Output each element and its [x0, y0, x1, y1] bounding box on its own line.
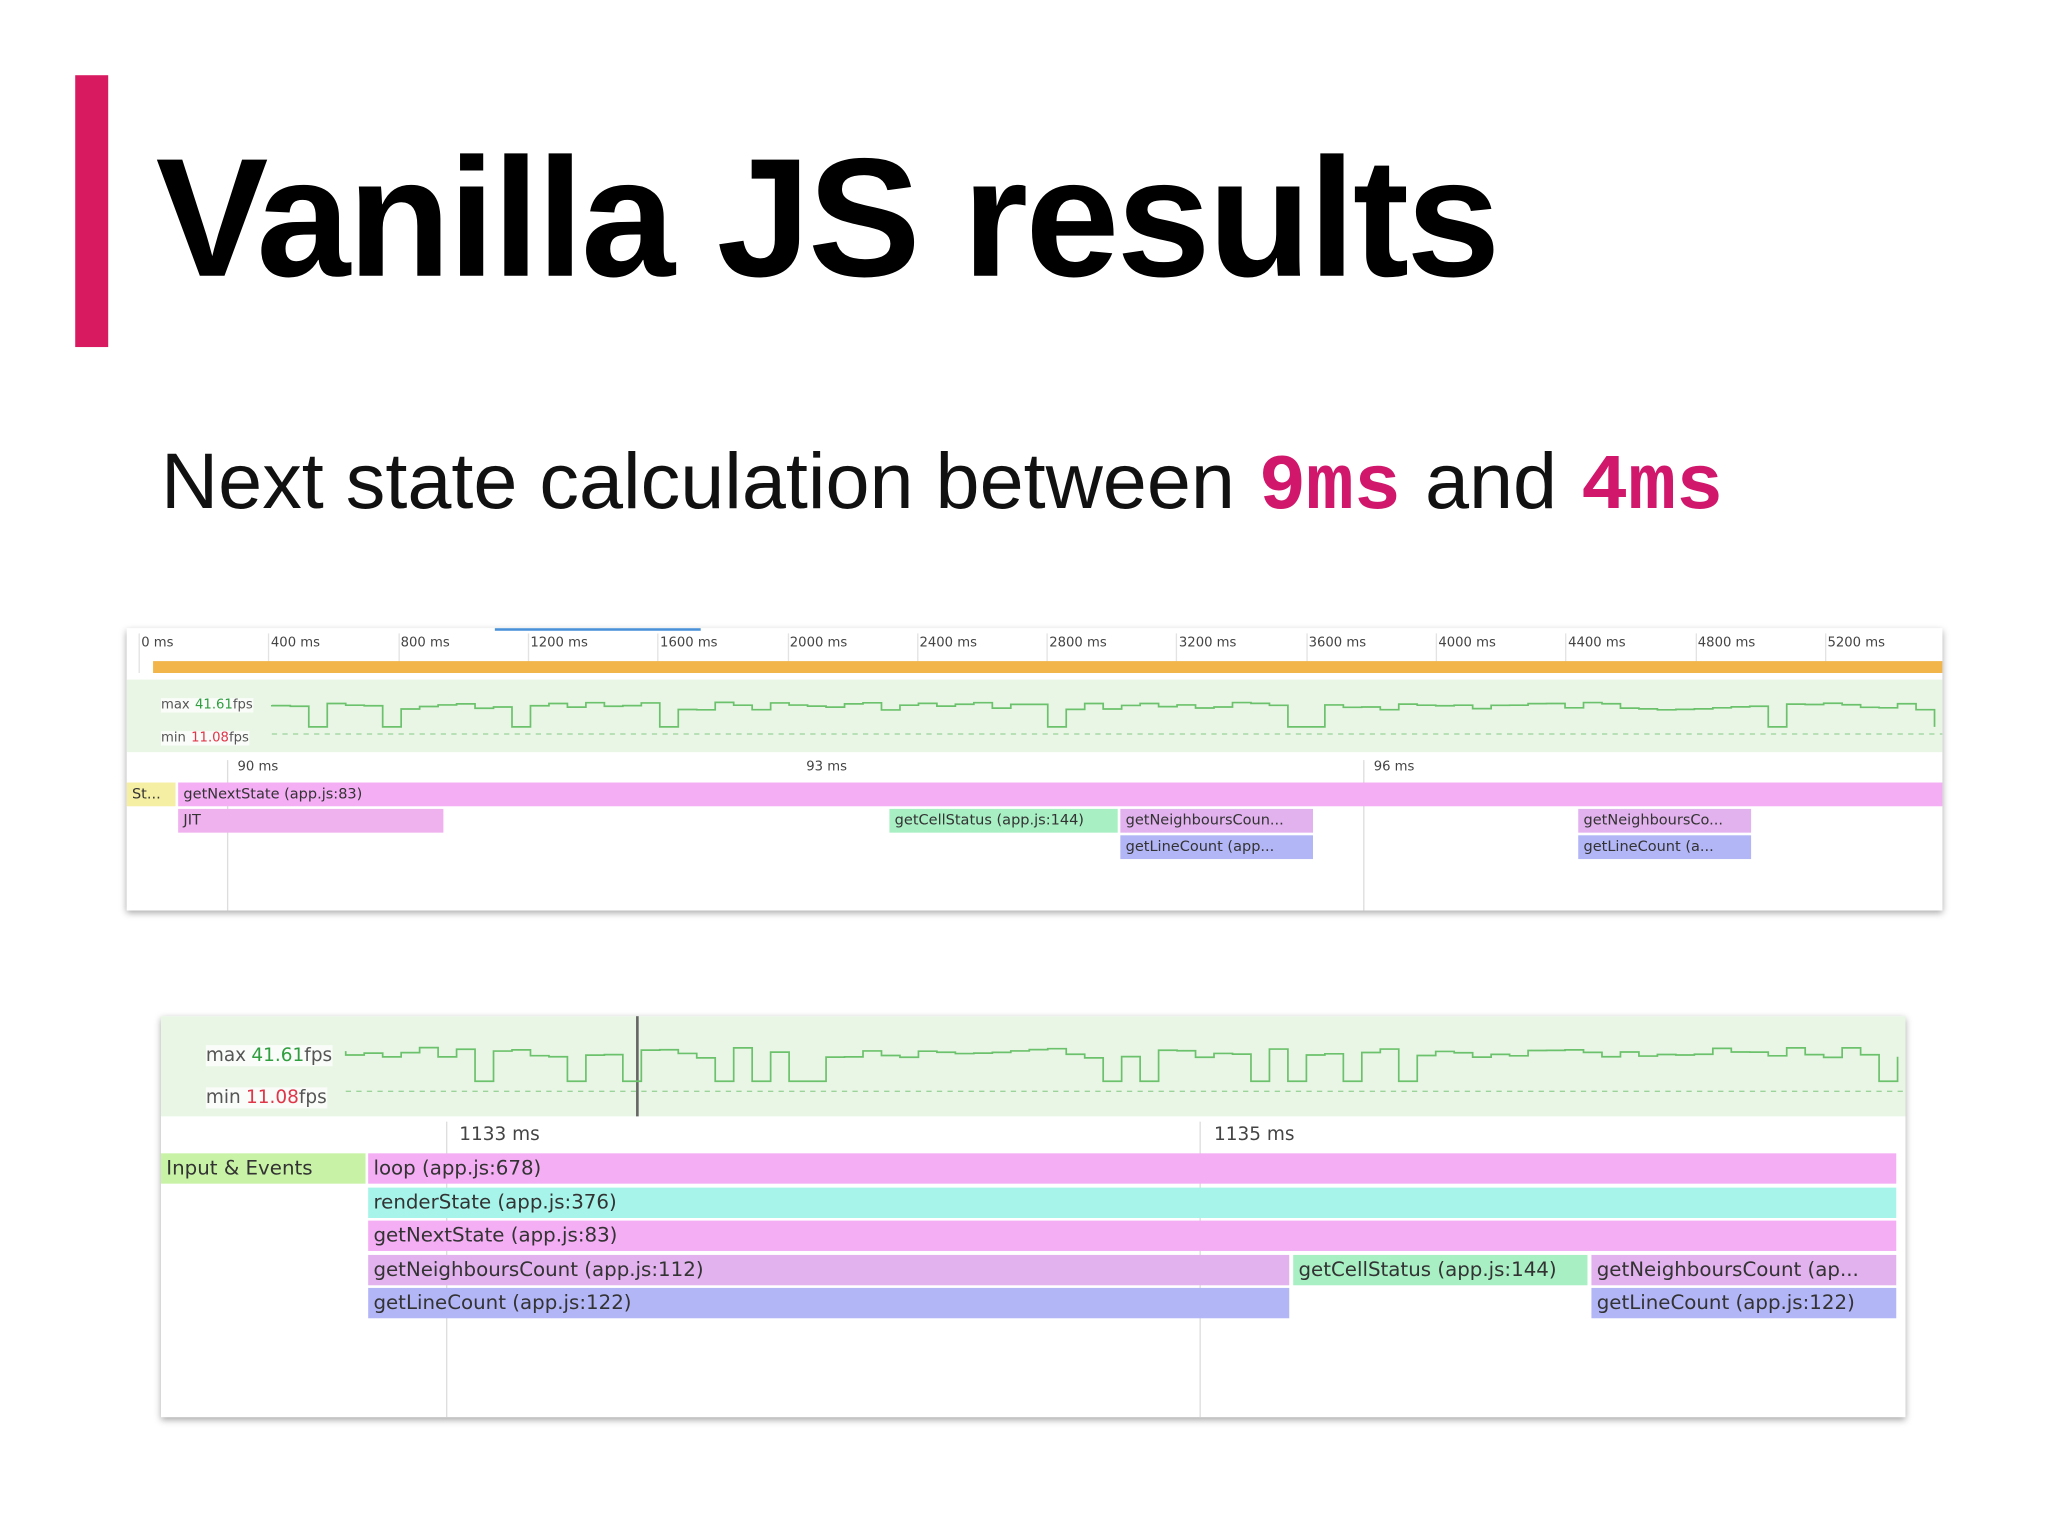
- fps-graph: [270, 701, 1943, 735]
- flame-entry: getLineCount (app.js:122): [1591, 1287, 1897, 1319]
- grid-line: [226, 760, 229, 911]
- time-label: 93 ms: [806, 760, 847, 775]
- fps-graph: [344, 1046, 1906, 1092]
- ruler-tick: [1695, 633, 1697, 673]
- flame-entry: getLineCount (app.js:122): [368, 1287, 1290, 1319]
- flame-entry: renderState (app.js:376): [368, 1187, 1897, 1218]
- subtitle-text: Next state calculation between: [160, 436, 1235, 526]
- cursor-line: [636, 1016, 639, 1117]
- frames-strip: [153, 661, 1943, 673]
- flame-entry: getCellStatus (app.js:144): [1293, 1254, 1588, 1286]
- fps-area: [160, 1016, 1906, 1117]
- time-label: 96 ms: [1373, 760, 1415, 775]
- subtitle-value: 4ms: [1580, 443, 1724, 534]
- flame-entry: getNeighboursCount (ap...: [1591, 1254, 1897, 1286]
- flame-entry: getLineCount (a...: [1578, 835, 1752, 860]
- ruler-tick: [397, 633, 400, 673]
- selection: [494, 628, 701, 631]
- ruler-tick: [1176, 633, 1178, 673]
- fps-prefix: max: [160, 698, 190, 713]
- fps-unit: fps: [228, 731, 249, 746]
- fps-line: [270, 701, 1936, 728]
- fps-label: min 11.08fps: [205, 1087, 327, 1109]
- flame-entry: loop (app.js:678): [368, 1153, 1897, 1184]
- time-label: 1135 ms: [1214, 1124, 1295, 1146]
- ruler-tick: [1305, 633, 1308, 673]
- flame-entry: getLineCount (app...: [1120, 835, 1313, 860]
- flame-entry: getNextState (app.js:83): [368, 1220, 1897, 1251]
- time-label: 1133 ms: [459, 1124, 540, 1146]
- flame-entry: getCellStatus (app.js:144): [889, 808, 1118, 833]
- fps-unit: fps: [298, 1087, 327, 1109]
- ruler-tick: [268, 633, 270, 673]
- ruler-label: 0 ms: [141, 636, 174, 651]
- fps-value: 41.61: [251, 1045, 305, 1067]
- flame-entry: getNeighboursCo...: [1578, 808, 1752, 833]
- fps-value: 11.08: [245, 1087, 299, 1109]
- ruler-tick: [527, 633, 530, 673]
- fps-prefix: min: [160, 731, 186, 746]
- ruler-label: 5200 ms: [1827, 636, 1886, 651]
- fps-prefix: min: [205, 1087, 241, 1109]
- flame-entry: getNeighboursCoun...: [1120, 808, 1313, 833]
- subtitle: Next state calculation between 9ms and 4ms: [161, 435, 1747, 533]
- timeline-screenshot: 0 ms 400 ms 800 ms 1200 ms 1600 ms 2000 ms 240…: [126, 628, 1943, 911]
- fps-label: max 41.61fps: [160, 698, 253, 713]
- ruler-label: 400 ms: [270, 636, 321, 651]
- ruler-tick: [138, 633, 140, 673]
- subtitle-value: 9ms: [1258, 443, 1402, 534]
- flame-entry: St...: [126, 782, 176, 807]
- accent-bar: [75, 75, 109, 348]
- slide-title: Vanilla JS results: [155, 124, 1501, 313]
- ruler-label: 4000 ms: [1438, 636, 1496, 651]
- timeline-screenshot: max 41.61fps min 11.08fps 1133 ms 1135 ms Inpu…: [160, 1016, 1906, 1418]
- fps-label: max 41.61fps: [205, 1045, 333, 1067]
- ruler-tick: [657, 633, 659, 673]
- subtitle-text: and: [1424, 436, 1558, 526]
- fps-unit: fps: [232, 698, 253, 713]
- flame-entry: JIT: [178, 808, 444, 833]
- fps-line: [344, 1046, 1899, 1083]
- grid-line: [1363, 760, 1365, 911]
- time-label: 90 ms: [237, 760, 279, 775]
- ruler-tick: [1565, 633, 1567, 673]
- ruler-label: 3200 ms: [1178, 636, 1237, 651]
- fps-value: 41.61: [195, 698, 233, 713]
- fps-area: [126, 679, 1943, 753]
- ruler-label: 2400 ms: [919, 636, 978, 651]
- ruler-tick: [787, 633, 789, 673]
- ruler-label: 3600 ms: [1308, 636, 1367, 651]
- flame-entry: Input & Events: [160, 1153, 366, 1184]
- ruler-tick: [1435, 633, 1438, 673]
- ruler-label: 4800 ms: [1697, 636, 1756, 651]
- ruler-label: 1600 ms: [660, 636, 718, 651]
- fps-unit: fps: [304, 1045, 333, 1067]
- flame-entry: getNextState (app.js:83): [178, 782, 1943, 807]
- ruler-label: 2000 ms: [789, 636, 848, 651]
- ruler-label: 1200 ms: [530, 636, 588, 651]
- ruler-tick: [916, 633, 919, 673]
- fps-prefix: max: [205, 1045, 247, 1067]
- fps-label: min 11.08fps: [160, 731, 249, 746]
- flame-entry: getNeighboursCount (app.js:112): [368, 1254, 1290, 1286]
- ruler-tick: [1046, 633, 1048, 673]
- ruler-label: 800 ms: [400, 636, 450, 651]
- ruler-tick: [1824, 633, 1827, 673]
- ruler-label: 4400 ms: [1568, 636, 1626, 651]
- ruler-label: 2800 ms: [1049, 636, 1107, 651]
- fps-value: 11.08: [191, 731, 229, 746]
